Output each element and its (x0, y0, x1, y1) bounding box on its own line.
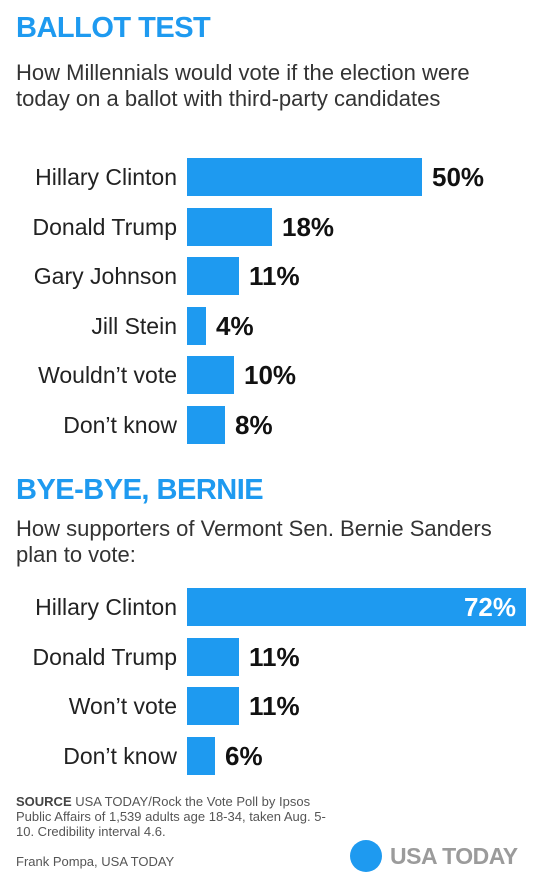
source-label: SOURCE (16, 794, 72, 809)
source-text: USA TODAY/Rock the Vote Poll by Ipsos Pu… (16, 794, 326, 839)
bar-row: Won’t vote 11% (0, 687, 541, 725)
credit-line: Frank Pompa, USA TODAY (16, 854, 175, 869)
bar (187, 638, 239, 676)
bar-row: Hillary Clinton 50% (0, 158, 541, 196)
bar (187, 158, 422, 196)
value-label: 4% (216, 311, 254, 341)
category-label: Won’t vote (68, 693, 177, 719)
value-label: 72% (463, 592, 516, 622)
category-label: Don’t know (63, 412, 177, 438)
value-label: 11% (249, 261, 300, 291)
bar-row: Gary Johnson 11% (0, 257, 541, 295)
value-label: 50% (432, 162, 485, 192)
bar-row: Don’t know 8% (0, 406, 541, 444)
bar (187, 406, 225, 444)
value-label: 18% (282, 212, 335, 242)
category-label: Hillary Clinton (35, 594, 177, 620)
bar (187, 257, 239, 295)
chart-2-title: BYE-BYE, BERNIE (16, 474, 264, 506)
bar (187, 307, 206, 345)
bar (187, 687, 239, 725)
category-label: Gary Johnson (33, 263, 177, 289)
value-label: 8% (235, 410, 273, 440)
category-label: Don’t know (63, 743, 177, 769)
bar (187, 208, 272, 246)
bar-row: Donald Trump 18% (0, 208, 541, 246)
bar (187, 737, 215, 775)
bar-row: Donald Trump 11% (0, 638, 541, 676)
bar (187, 356, 234, 394)
value-label: 6% (225, 741, 263, 771)
bar-row: Jill Stein 4% (0, 307, 541, 345)
value-label: 11% (249, 691, 300, 721)
logo-dot-icon (350, 840, 382, 872)
category-label: Donald Trump (32, 644, 177, 670)
category-label: Hillary Clinton (35, 164, 177, 190)
value-label: 10% (244, 360, 297, 390)
chart-2-subtitle: How supporters of Vermont Sen. Bernie Sa… (16, 516, 492, 567)
bar-row: Wouldn’t vote 10% (0, 356, 541, 394)
category-label: Jill Stein (91, 313, 177, 339)
bar-row: Don’t know 6% (0, 737, 541, 775)
bar (187, 588, 526, 626)
category-label: Wouldn’t vote (38, 362, 177, 388)
bar-row: Hillary Clinton 72% (0, 588, 541, 626)
value-label: 11% (249, 642, 300, 672)
logo-text: USA TODAY (390, 843, 518, 869)
source-note: SOURCE USA TODAY/Rock the Vote Poll by I… (16, 794, 336, 839)
chart-1-subtitle: How Millennials would vote if the electi… (16, 60, 470, 111)
chart-1-title: BALLOT TEST (16, 12, 211, 44)
category-label: Donald Trump (32, 214, 177, 240)
